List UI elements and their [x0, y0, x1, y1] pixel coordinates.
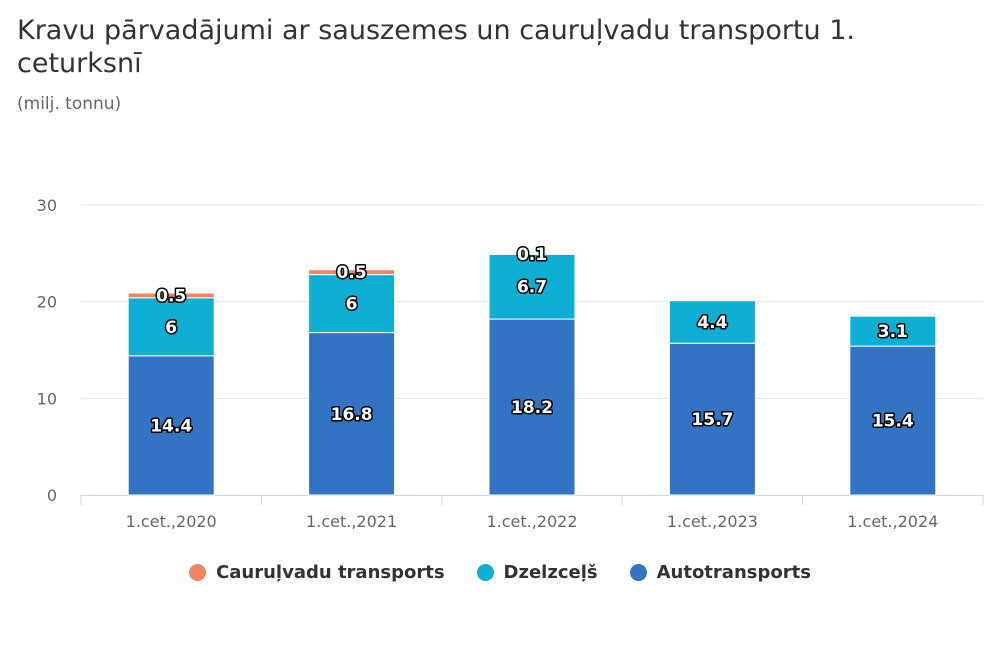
- chart-title: Kravu pārvadājumi ar sauszemes un cauruļ…: [17, 15, 855, 79]
- data-label: 4.4: [697, 313, 727, 333]
- bar-segment-road[interactable]: [668, 342, 756, 496]
- bar-segment-pipeline[interactable]: [308, 269, 396, 276]
- y-tick-label: 10: [37, 389, 57, 408]
- x-tick-label: 1.cet.,2020: [126, 512, 217, 531]
- bar-segment-railway[interactable]: [127, 297, 215, 357]
- x-tick-label: 1.cet.,2021: [306, 512, 397, 531]
- bar-segment-road[interactable]: [127, 355, 215, 496]
- bar-segment-road[interactable]: [308, 332, 396, 496]
- bar-segment-pipeline[interactable]: [127, 292, 215, 299]
- x-tick-label: 1.cet.,2022: [486, 512, 577, 531]
- bar-segment-pipeline[interactable]: [488, 252, 576, 255]
- legend-item-railway[interactable]: Dzelzceļš: [476, 562, 598, 583]
- y-tick-label: 0: [47, 486, 57, 505]
- legend-label-pipeline: Cauruļvadu transports: [216, 562, 445, 583]
- bar-segment-road[interactable]: [849, 345, 937, 496]
- data-label: 6: [165, 318, 177, 338]
- data-label: 6.7: [517, 278, 547, 298]
- legend-marker-pipeline: [189, 564, 207, 581]
- legend-marker-railway: [476, 564, 494, 581]
- data-label: 3.1: [878, 322, 908, 342]
- data-label: 0.1: [517, 245, 547, 265]
- data-label: 15.4: [872, 412, 914, 432]
- data-label: 18.2: [511, 398, 553, 418]
- bar-segment-railway[interactable]: [668, 300, 756, 344]
- bar-segment-road[interactable]: [488, 318, 576, 496]
- y-tick-label: 30: [37, 196, 57, 215]
- y-tick-label: 20: [37, 293, 57, 312]
- chart-subtitle: (milj. tonnu): [17, 94, 122, 114]
- x-tick-label: 1.cet.,2024: [847, 512, 938, 531]
- chart-legend: Cauruļvadu transports Dzelzceļš Autotran…: [0, 562, 1000, 583]
- data-label: 0.5: [337, 263, 367, 283]
- bar-segment-railway[interactable]: [308, 274, 396, 334]
- legend-marker-road: [629, 564, 647, 581]
- legend-label-railway: Dzelzceļš: [503, 562, 598, 583]
- bar-segment-railway[interactable]: [849, 315, 937, 347]
- data-label: 15.7: [691, 410, 733, 430]
- data-label: 0.5: [156, 286, 186, 306]
- legend-item-road[interactable]: Autotransports: [629, 562, 811, 583]
- bar-segment-railway[interactable]: [488, 253, 576, 320]
- data-label: 16.8: [331, 405, 373, 425]
- data-label: 14.4: [150, 416, 192, 436]
- legend-label-road: Autotransports: [656, 562, 811, 583]
- data-label: 6: [346, 295, 358, 315]
- x-tick-label: 1.cet.,2023: [667, 512, 758, 531]
- legend-item-pipeline[interactable]: Cauruļvadu transports: [189, 562, 445, 583]
